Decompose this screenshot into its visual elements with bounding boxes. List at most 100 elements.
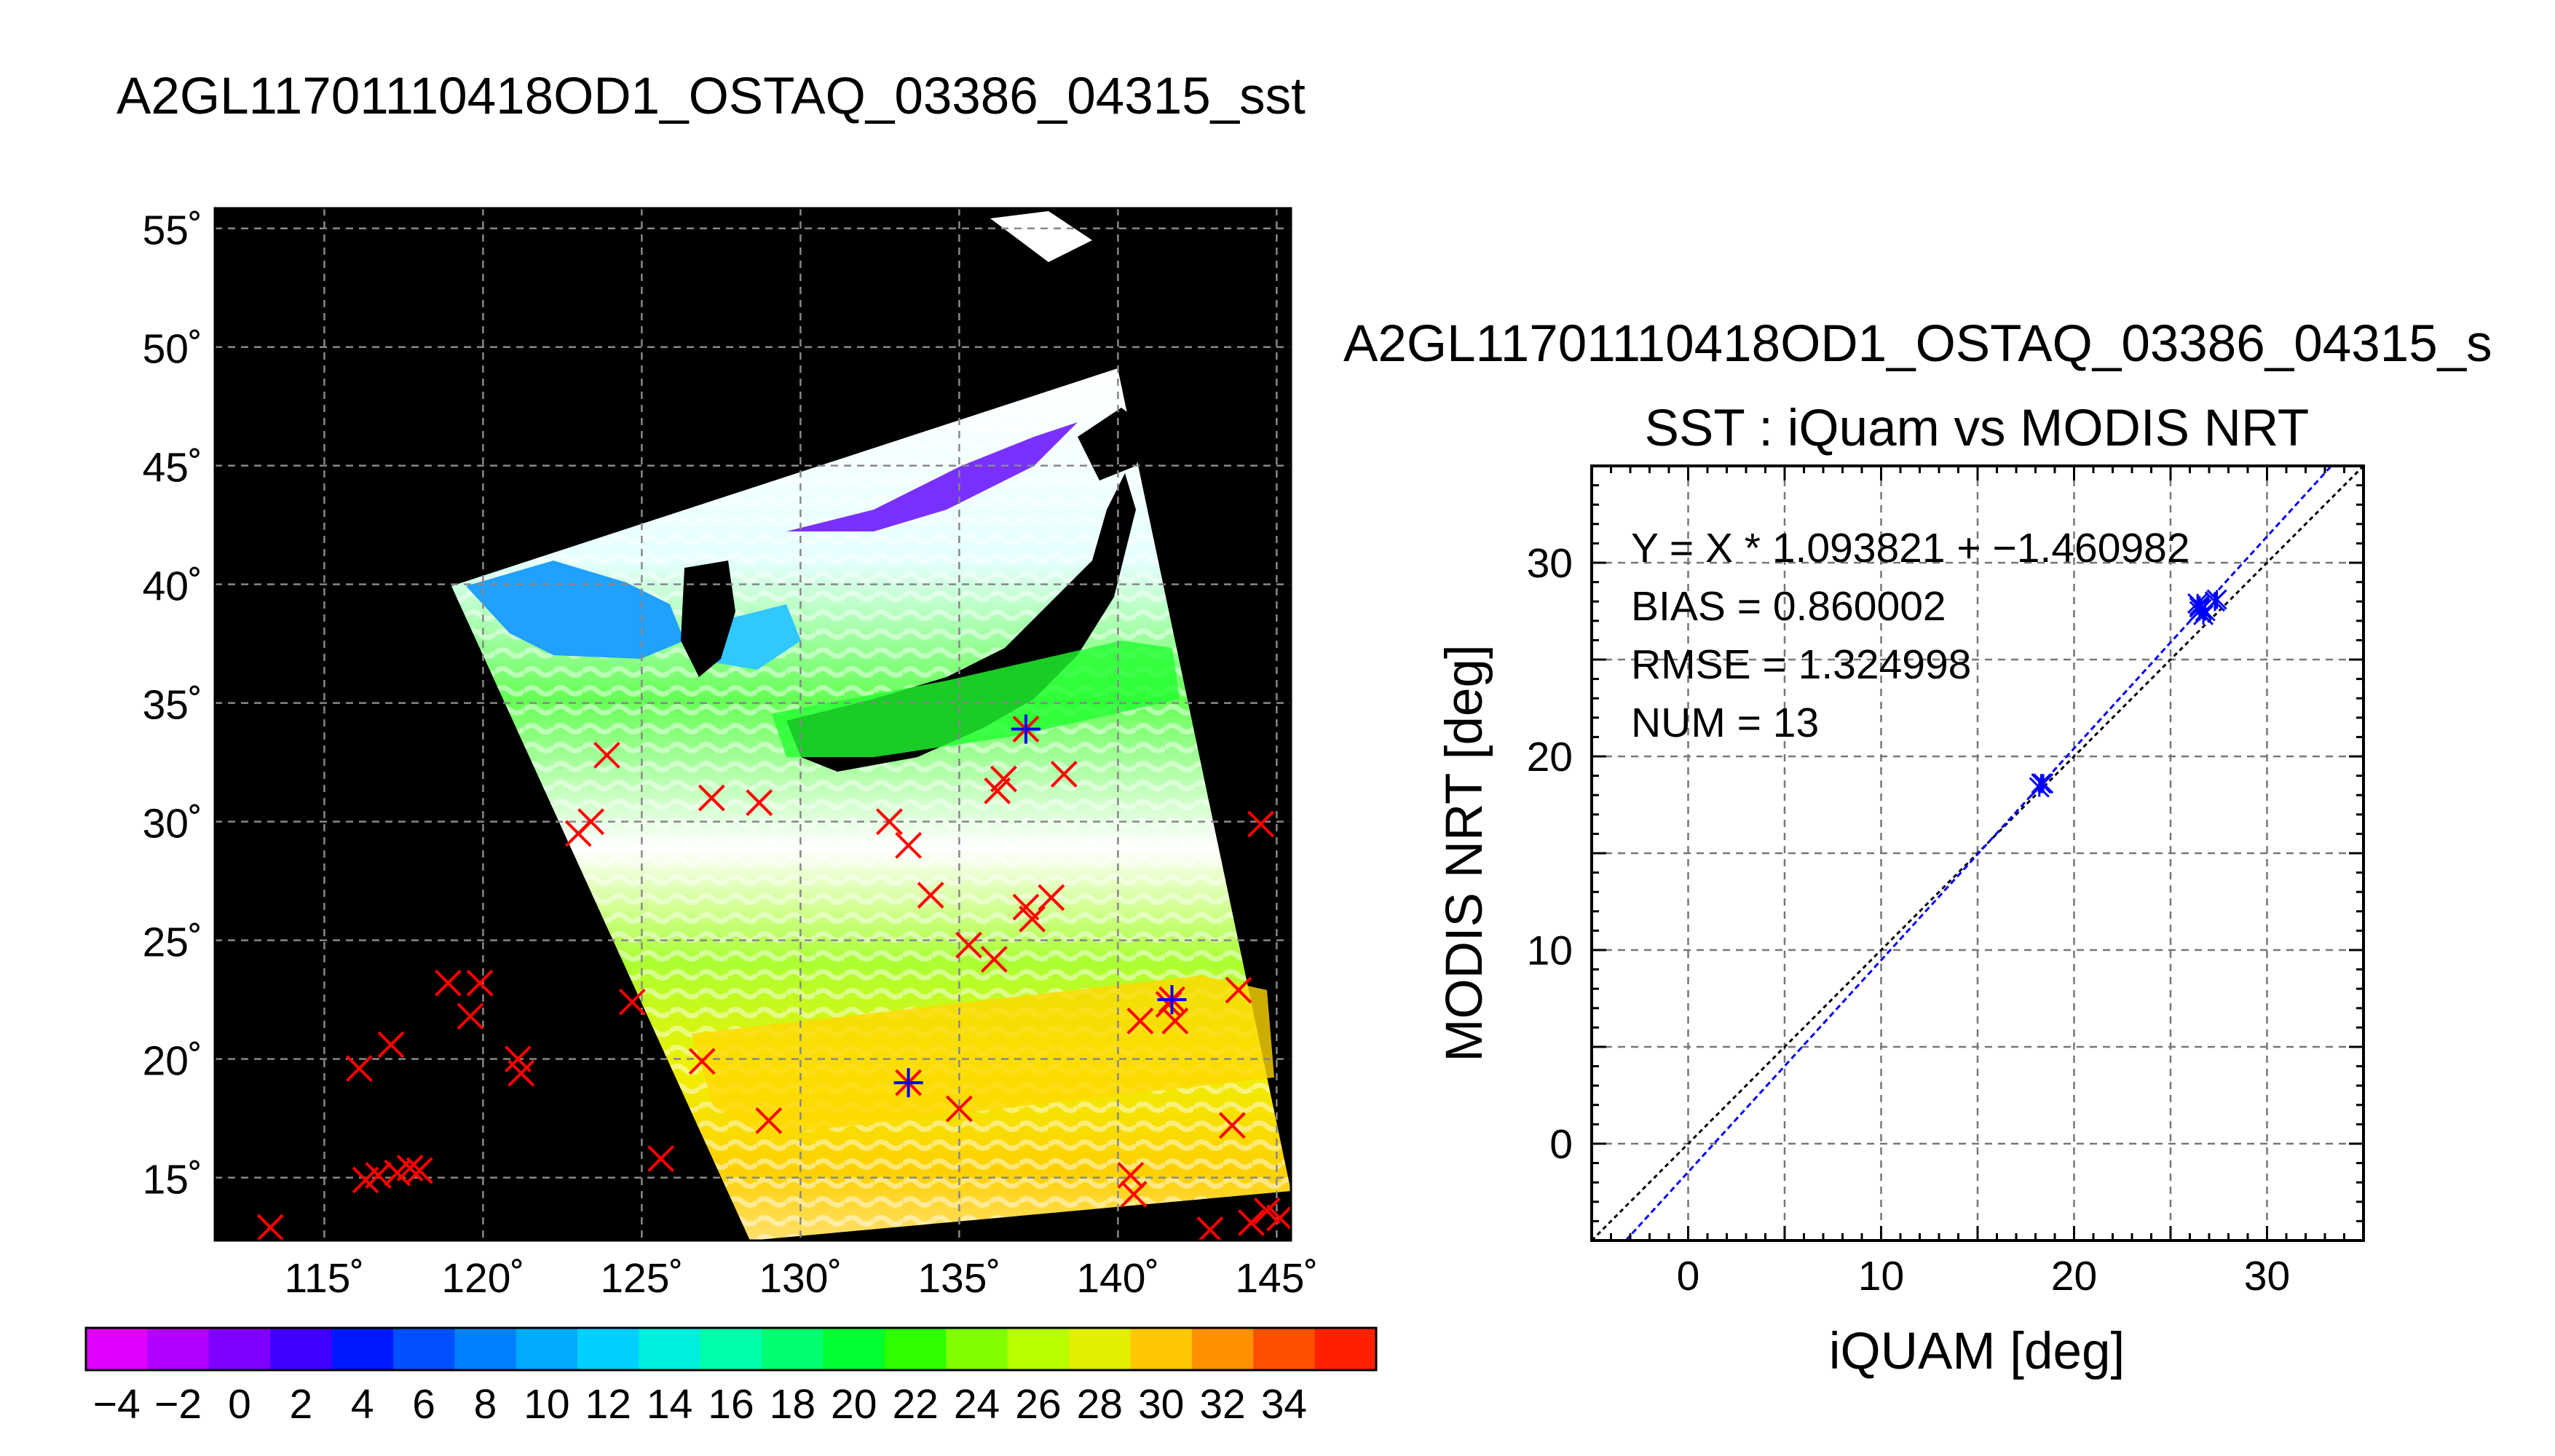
map-lon-label: 145˚ — [1235, 1255, 1318, 1302]
map-gridlines — [215, 208, 1291, 1241]
colorbar-label: 18 — [770, 1381, 816, 1428]
map-lat-label: 30˚ — [143, 801, 202, 847]
korea-land — [681, 561, 735, 677]
hokkaido-land — [1078, 408, 1150, 480]
map-lon-labels: 115˚ 120˚ 125˚ 130˚ 135˚ 140˚ 145˚ — [284, 1255, 1318, 1302]
colorbar-segment — [1314, 1328, 1377, 1370]
colorbar-segment — [392, 1328, 455, 1370]
colorbar-label: 8 — [474, 1381, 497, 1428]
in-situ-marker — [466, 969, 494, 997]
map-lon-label: 130˚ — [759, 1255, 842, 1302]
in-situ-marker — [917, 882, 944, 909]
map-markers — [256, 714, 1291, 1241]
in-situ-marker — [256, 1214, 284, 1241]
colorbar-label: 22 — [892, 1381, 938, 1428]
colorbar-labels: −4 −2 0 2 4 6 8 10 12 14 16 18 20 22 24 26 28 30 32 34 — [93, 1381, 1307, 1428]
colorbar-label: 20 — [831, 1381, 877, 1428]
in-situ-marker — [1050, 761, 1078, 788]
in-situ-marker — [577, 808, 605, 836]
in-situ-marker — [1126, 1008, 1154, 1034]
north-cloud — [990, 211, 1092, 262]
map-lat-label: 35˚ — [143, 682, 202, 729]
in-situ-marker — [435, 969, 462, 997]
colorbar-segment — [147, 1328, 210, 1370]
colorbar — [84, 1326, 1378, 1372]
colorbar-segment — [762, 1328, 824, 1370]
colorbar-label: 32 — [1199, 1381, 1245, 1428]
in-situ-marker — [945, 1095, 973, 1123]
map-lat-labels: 55˚ 50˚ 45˚ 40˚ 35˚ 30˚ 25˚ 20˚ 15˚ — [143, 207, 202, 1203]
colorbar-segment — [454, 1328, 517, 1370]
in-situ-marker — [1266, 1204, 1291, 1232]
colorbar-segment — [86, 1328, 148, 1370]
warm-water-band — [692, 976, 1274, 1136]
green-water-band — [772, 641, 1180, 757]
matchup-marker — [1011, 714, 1040, 744]
map-lat-label: 15˚ — [143, 1157, 202, 1203]
colorbar-segment — [700, 1328, 762, 1370]
in-situ-marker — [688, 1048, 716, 1075]
colorbar-segment — [823, 1328, 885, 1370]
map-lat-label: 55˚ — [143, 207, 202, 254]
in-situ-marker — [1038, 884, 1065, 911]
image-title: A2GL11701110418OD1_OSTAQ_03386_04315_sst — [117, 68, 1306, 125]
colorbar-label: 12 — [585, 1381, 631, 1428]
colorbar-segment — [1253, 1328, 1316, 1370]
colorbar-label: 16 — [708, 1381, 754, 1428]
colorbar-segment — [946, 1328, 1008, 1370]
colorbar-segment — [1069, 1328, 1131, 1370]
map-lon-label: 125˚ — [600, 1255, 683, 1302]
colorbar-segment — [516, 1328, 578, 1370]
colorbar-segment — [331, 1328, 394, 1370]
colorbar-label: 34 — [1261, 1381, 1307, 1428]
colorbar-label: 30 — [1138, 1381, 1184, 1428]
colorbar-segment — [1007, 1328, 1070, 1370]
map-lon-label: 120˚ — [441, 1255, 524, 1302]
in-situ-marker — [457, 1002, 484, 1030]
in-situ-marker — [618, 988, 646, 1016]
in-situ-marker — [698, 784, 725, 812]
in-situ-marker — [593, 741, 620, 769]
in-situ-marker — [647, 1145, 674, 1172]
colorbar-segment — [270, 1328, 333, 1370]
in-situ-marker — [1196, 1216, 1224, 1241]
in-situ-marker — [895, 831, 923, 859]
in-situ-marker — [1238, 1209, 1265, 1236]
colorbar-label: −4 — [93, 1381, 141, 1428]
in-situ-marker — [1120, 1181, 1148, 1208]
map-lat-label: 50˚ — [143, 326, 202, 373]
colorbar-label: 4 — [351, 1381, 374, 1428]
colorbar-label: 28 — [1077, 1381, 1123, 1428]
in-situ-marker — [990, 765, 1017, 793]
in-situ-marker — [980, 946, 1008, 973]
in-situ-marker — [377, 1031, 405, 1059]
in-situ-marker — [1253, 1197, 1281, 1224]
colorbar-label: 24 — [954, 1381, 1000, 1428]
colorbar-label: 6 — [412, 1381, 435, 1428]
in-situ-marker — [345, 1055, 373, 1083]
in-situ-marker — [876, 808, 903, 836]
colorbar-frame — [84, 1326, 1378, 1372]
map-lat-label: 45˚ — [143, 445, 202, 491]
matchup-marker — [1157, 985, 1187, 1015]
map-frame — [213, 207, 1292, 1242]
colorbar-label: 26 — [1015, 1381, 1061, 1428]
map-lon-label: 140˚ — [1076, 1255, 1159, 1302]
colorbar-segment — [639, 1328, 701, 1370]
map-lon-label: 135˚ — [917, 1255, 1000, 1302]
cold-water-region — [786, 422, 1078, 531]
colorbar-label: 0 — [228, 1381, 251, 1428]
map-lat-label: 20˚ — [143, 1038, 202, 1085]
colorbar-label: 2 — [289, 1381, 312, 1428]
colorbar-segment — [1191, 1328, 1254, 1370]
colorbar-segment — [577, 1328, 639, 1370]
in-situ-marker — [746, 789, 773, 816]
in-situ-marker — [955, 931, 982, 959]
colorbar-label: 10 — [524, 1381, 569, 1428]
colorbar-label: −2 — [154, 1381, 202, 1428]
in-situ-marker — [406, 1157, 433, 1184]
in-situ-marker — [1218, 1112, 1246, 1139]
in-situ-marker — [755, 1107, 783, 1134]
in-situ-marker — [396, 1155, 424, 1182]
